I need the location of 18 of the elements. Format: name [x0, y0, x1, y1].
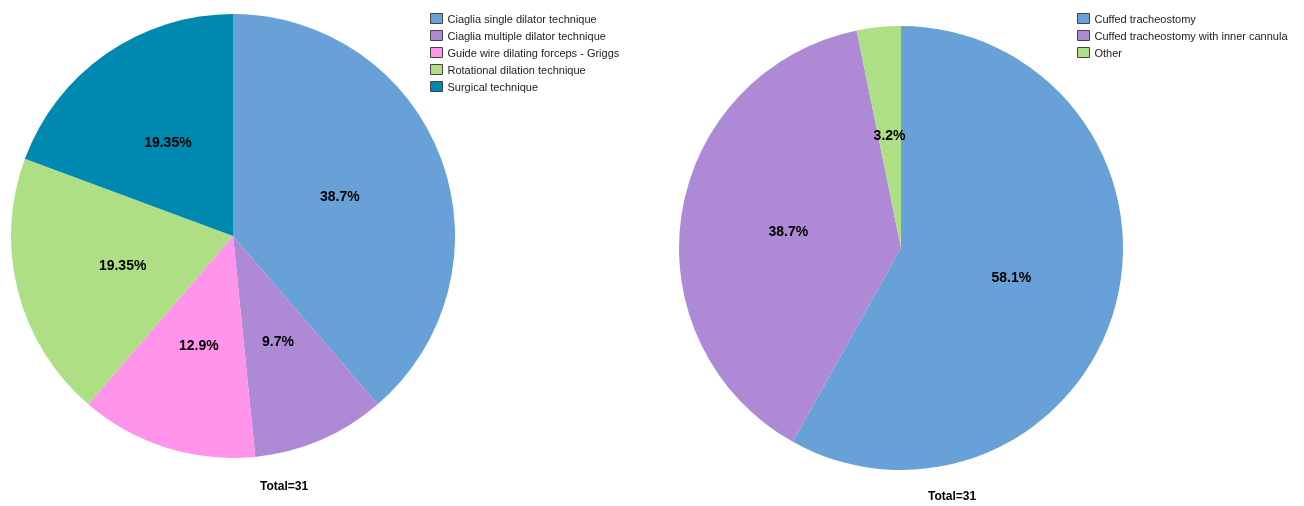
legend-label: Cuffed tracheostomy with inner cannula [1094, 29, 1289, 42]
legend-label: Guide wire dilating forceps - Griggs [447, 46, 620, 59]
data-label: 9.7% [261, 332, 295, 349]
data-label: 19.35% [98, 256, 147, 273]
legend-label: Other [1094, 46, 1123, 59]
data-label: 3.2% [873, 126, 907, 143]
legend-label: Cuffed tracheostomy [1094, 12, 1197, 25]
data-label: 12.9% [178, 336, 220, 353]
data-label: 38.7% [320, 188, 361, 205]
legend-label: Ciaglia multiple dilator technique [447, 29, 606, 42]
data-label: 19.35% [144, 134, 193, 151]
text: Total=31 [927, 489, 977, 503]
legend-label: Ciaglia single dilator technique [447, 12, 597, 25]
text: Total=31 [259, 479, 309, 493]
data-label: 58.1% [991, 268, 1032, 285]
legend-label: Surgical technique [447, 80, 539, 93]
data-label: 38.7% [768, 222, 809, 239]
legend-label: Rotational dilation technique [447, 63, 586, 76]
